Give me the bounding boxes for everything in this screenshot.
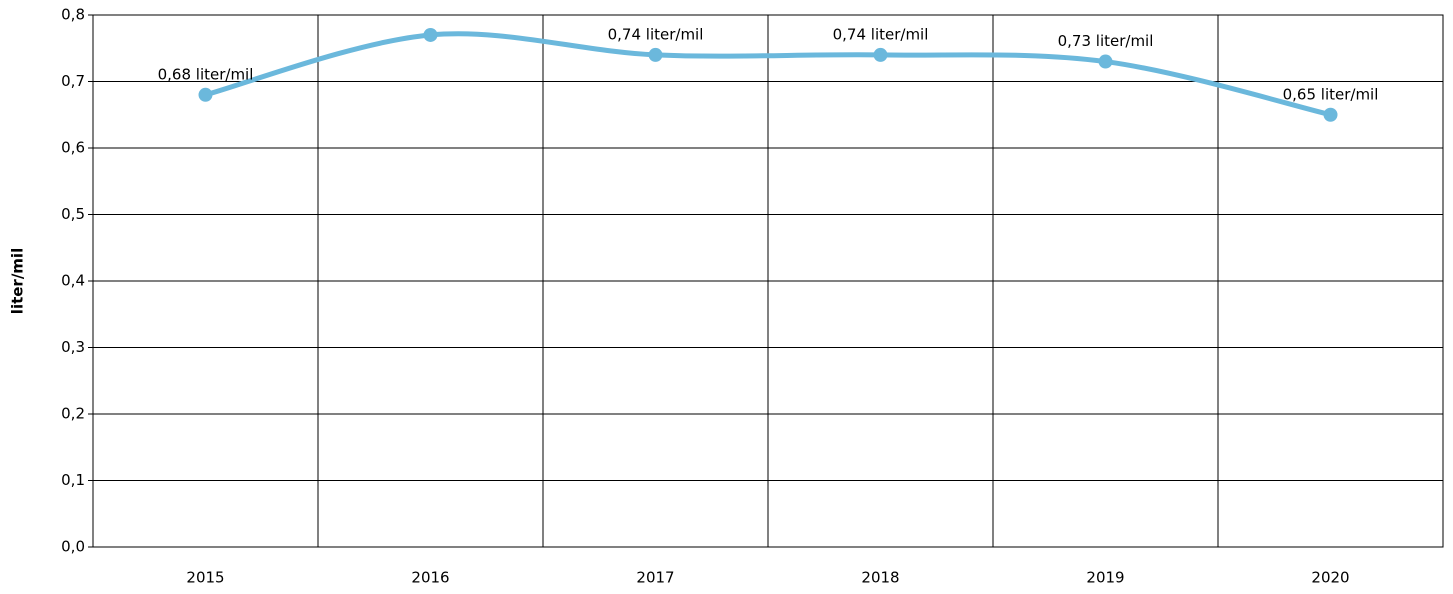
y-tick-label: 0,4: [61, 272, 85, 290]
x-tick-label: 2020: [1311, 569, 1349, 587]
point: [423, 27, 438, 42]
x-tick-label: 2019: [1086, 569, 1124, 587]
plot-frame: [92, 14, 1444, 548]
y-axis-label: liter/mil: [9, 248, 27, 314]
y-tick-label: 0,0: [61, 538, 85, 556]
data-label: 0,73 liter/mil: [1058, 32, 1154, 50]
point: [873, 47, 888, 62]
data-label: 0,74 liter/mil: [833, 25, 929, 43]
point: [198, 87, 213, 102]
x-tick-label: 2015: [186, 569, 224, 587]
y-tick-label: 0,1: [61, 471, 85, 489]
point: [1098, 54, 1113, 69]
y-tick-label: 0,8: [61, 6, 85, 24]
y-tick-label: 0,3: [61, 338, 85, 356]
point: [1323, 107, 1338, 122]
x-tick-label: 2017: [636, 569, 674, 587]
line: [203, 31, 1333, 118]
x-tick-label: 2018: [861, 569, 899, 587]
y-tick-label: 0,6: [61, 139, 85, 157]
point: [648, 47, 663, 62]
data-label: 0,65 liter/mil: [1283, 85, 1379, 103]
data-label: 0,68 liter/mil: [158, 65, 254, 83]
y-tick-label: 0,7: [61, 72, 85, 90]
data-label: 0,74 liter/mil: [608, 25, 704, 43]
x-tick-label: 2016: [411, 569, 449, 587]
y-tick-label: 0,2: [61, 405, 85, 423]
y-tick-label: 0,5: [61, 205, 85, 223]
